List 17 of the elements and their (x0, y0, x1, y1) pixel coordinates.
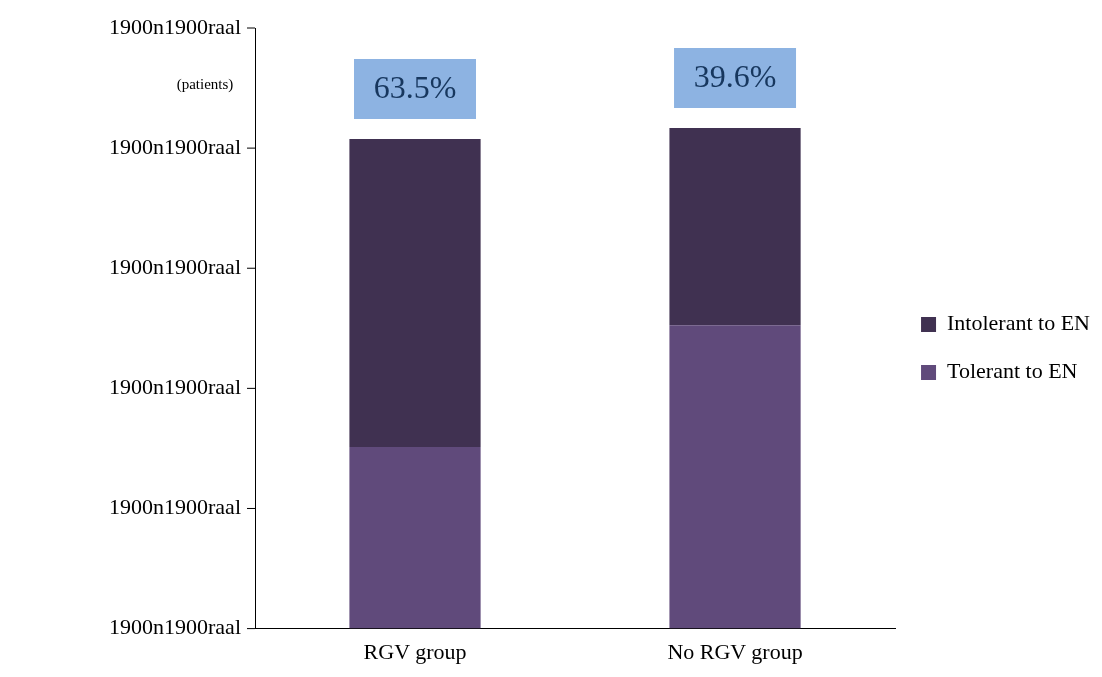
text: 1900n1900raal (109, 374, 241, 400)
legend-label: Tolerant to EN (947, 358, 1078, 384)
text: 63.5% (373, 68, 457, 105)
text: 1900n1900raal (109, 254, 241, 280)
text: 1900n1900raal (109, 13, 241, 39)
text: 1900n1900raal (109, 614, 241, 640)
text: 1900n1900raal (109, 494, 241, 520)
bar (669, 128, 801, 326)
bar (349, 139, 481, 447)
text: 1900n1900raal (109, 133, 241, 159)
y-axis-title: (patients) (176, 75, 234, 93)
legend-label: Intolerant to EN (947, 310, 1091, 336)
x-tick-label: RGV group (363, 638, 467, 664)
bar (669, 325, 801, 629)
text: 39.6% (693, 57, 777, 94)
bar (349, 446, 481, 629)
x-tick-label: No RGV group (667, 638, 803, 664)
